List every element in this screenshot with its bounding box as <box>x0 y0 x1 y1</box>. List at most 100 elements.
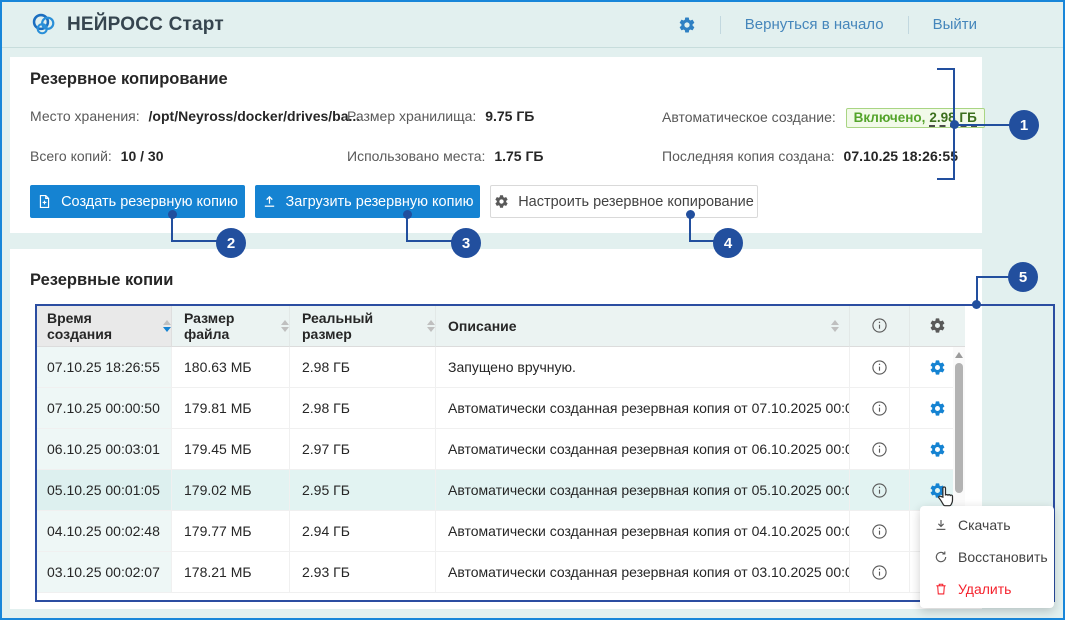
sort-icon[interactable] <box>831 319 839 332</box>
annotation-dot <box>403 210 412 219</box>
used-space-field: Использовано места: 1.75 ГБ <box>347 148 544 164</box>
column-header-description[interactable]: Описание <box>436 305 850 347</box>
sort-icon[interactable] <box>281 319 289 332</box>
annotation-dot <box>950 120 959 129</box>
download-icon <box>936 520 946 530</box>
cell-created: 07.10.25 18:26:55 <box>35 347 172 388</box>
create-backup-button[interactable]: Создать резервную копию <box>30 185 245 218</box>
annotation-line <box>689 214 691 242</box>
annotation-line <box>689 240 734 242</box>
last-copy-value: 07.10.25 18:26:55 <box>843 148 958 164</box>
row-actions-gear-icon-active[interactable] <box>929 482 946 499</box>
table-row[interactable]: 07.10.25 18:26:55 180.63 МБ 2.98 ГБ Запу… <box>35 347 965 388</box>
gear-icon <box>495 195 508 208</box>
cell-created: 07.10.25 00:00:50 <box>35 388 172 429</box>
annotation-line <box>171 240 217 242</box>
cell-real-size: 2.97 ГБ <box>290 429 436 470</box>
scrollbar-thumb[interactable] <box>955 363 963 493</box>
cell-created: 04.10.25 00:02:48 <box>35 511 172 552</box>
column-header-file-size[interactable]: Размер файла <box>172 305 290 347</box>
nav-divider <box>719 15 721 34</box>
logout-link[interactable]: Выйти <box>932 16 977 33</box>
info-icon[interactable] <box>871 564 888 581</box>
app-title: НЕЙРОСС Старт <box>67 13 224 35</box>
annotation-badge-1: 1 <box>1009 110 1039 140</box>
sort-icon[interactable] <box>427 319 435 332</box>
configure-backup-button[interactable]: Настроить резервное копирование <box>490 185 758 218</box>
cell-description: Автоматически созданная резервная копия … <box>436 470 850 511</box>
gear-icon <box>930 318 945 333</box>
table-row[interactable]: 03.10.25 00:02:07 178.21 МБ 2.93 ГБ Авто… <box>35 552 965 593</box>
column-header-real-size[interactable]: Реальный размер <box>290 305 436 347</box>
app-header: НЕЙРОСС Старт Вернуться в начало Выйти <box>2 2 1063 48</box>
annotation-bracket <box>937 68 955 70</box>
annotation-line <box>955 124 1011 126</box>
annotation-line <box>406 214 408 242</box>
menu-item-delete[interactable]: Удалить <box>920 573 1054 605</box>
info-icon[interactable] <box>871 482 888 499</box>
last-copy-field: Последняя копия создана: 07.10.25 18:26:… <box>662 148 958 164</box>
info-icon <box>872 318 887 333</box>
storage-size-value: 9.75 ГБ <box>485 108 535 124</box>
storage-location-value: /opt/Neyross/docker/drives/ba... <box>148 108 361 124</box>
cell-description: Автоматически созданная резервная копия … <box>436 388 850 429</box>
annotation-dot <box>972 300 981 309</box>
cell-real-size: 2.95 ГБ <box>290 470 436 511</box>
cell-created: 06.10.25 00:03:01 <box>35 429 172 470</box>
info-icon[interactable] <box>871 441 888 458</box>
upload-backup-button[interactable]: Загрузить резервную копию <box>255 185 480 218</box>
cell-real-size: 2.98 ГБ <box>290 347 436 388</box>
backups-table: Время создания Размер файла Реальный раз… <box>35 305 965 593</box>
cell-created: 03.10.25 00:02:07 <box>35 552 172 593</box>
storage-size-field: Размер хранилища: 9.75 ГБ <box>347 108 535 124</box>
annotation-badge-3: 3 <box>451 228 481 258</box>
cell-description: Автоматически созданная резервная копия … <box>436 511 850 552</box>
table-row-highlighted[interactable]: 05.10.25 00:01:05 179.02 МБ 2.95 ГБ Авто… <box>35 470 965 511</box>
upload-icon <box>264 195 274 207</box>
annotation-badge-4: 4 <box>713 228 743 258</box>
total-copies-value: 10 / 30 <box>120 148 164 164</box>
cell-file-size: 179.45 МБ <box>172 429 290 470</box>
settings-gear-icon[interactable] <box>678 16 696 34</box>
used-space-value: 1.75 ГБ <box>494 148 544 164</box>
column-header-created[interactable]: Время создания <box>35 305 172 347</box>
return-home-link[interactable]: Вернуться в начало <box>744 16 884 33</box>
cell-real-size: 2.98 ГБ <box>290 388 436 429</box>
annotation-line <box>976 276 978 304</box>
menu-item-restore[interactable]: Восстановить <box>920 541 1054 573</box>
sort-icon[interactable] <box>163 319 171 332</box>
cell-created: 05.10.25 00:01:05 <box>35 470 172 511</box>
cell-file-size: 180.63 МБ <box>172 347 290 388</box>
annotation-dot <box>686 210 695 219</box>
row-actions-gear-icon[interactable] <box>929 441 946 458</box>
info-icon[interactable] <box>871 400 888 417</box>
nav-divider <box>907 15 909 34</box>
cell-real-size: 2.93 ГБ <box>290 552 436 593</box>
file-add-icon <box>39 194 50 209</box>
column-header-info <box>850 305 910 347</box>
column-header-actions <box>910 305 965 347</box>
scroll-up-arrow-icon[interactable] <box>955 352 963 358</box>
table-header-row: Время создания Размер файла Реальный раз… <box>35 305 965 347</box>
table-row[interactable]: 06.10.25 00:03:01 179.45 МБ 2.97 ГБ Авто… <box>35 429 965 470</box>
table-row[interactable]: 07.10.25 00:00:50 179.81 МБ 2.98 ГБ Авто… <box>35 388 965 429</box>
row-actions-menu: Скачать Восстановить Удалить <box>920 506 1054 608</box>
annotation-line <box>406 240 452 242</box>
cell-real-size: 2.94 ГБ <box>290 511 436 552</box>
info-icon[interactable] <box>871 523 888 540</box>
cell-file-size: 179.77 МБ <box>172 511 290 552</box>
menu-item-download[interactable]: Скачать <box>920 509 1054 541</box>
annotation-badge-2: 2 <box>216 228 246 258</box>
cell-description: Автоматически созданная резервная копия … <box>436 429 850 470</box>
info-icon[interactable] <box>871 359 888 376</box>
annotation-line <box>976 276 1009 278</box>
copies-panel: Резервные копии Время создания Размер фа… <box>10 249 982 609</box>
table-row[interactable]: 04.10.25 00:02:48 179.77 МБ 2.94 ГБ Авто… <box>35 511 965 552</box>
annotation-badge-5: 5 <box>1008 262 1038 292</box>
cell-file-size: 179.81 МБ <box>172 388 290 429</box>
copies-panel-title: Резервные копии <box>30 271 174 289</box>
row-actions-gear-icon[interactable] <box>929 359 946 376</box>
row-actions-gear-icon[interactable] <box>929 400 946 417</box>
annotation-dot <box>168 210 177 219</box>
